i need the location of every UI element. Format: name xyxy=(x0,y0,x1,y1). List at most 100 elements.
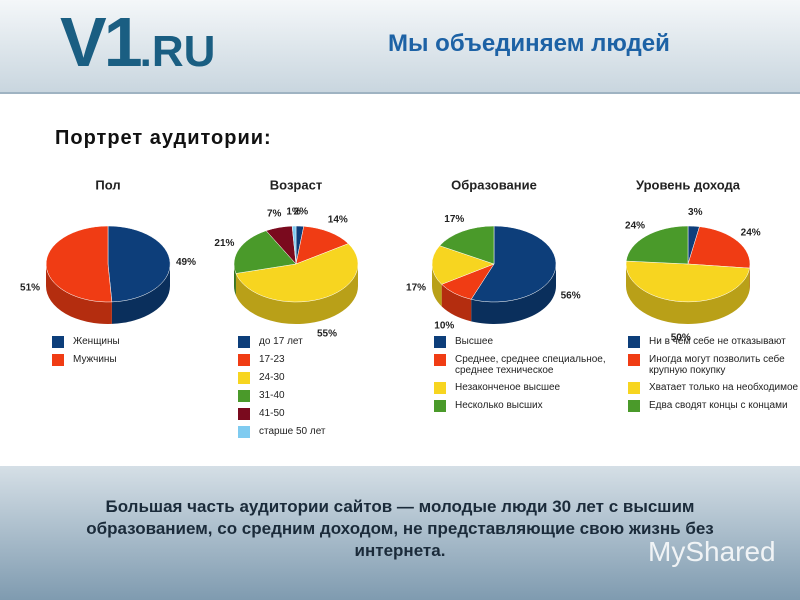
pie-slice xyxy=(625,225,689,265)
legend-item: Высшее xyxy=(434,336,612,348)
legend-label: Хватает только на необходимое xyxy=(649,382,799,393)
chart-title: Уровень дохода xyxy=(636,177,741,192)
legend-swatch xyxy=(434,336,446,348)
legend-swatch xyxy=(238,354,250,366)
pie-slice xyxy=(431,245,495,285)
pie-slice xyxy=(625,260,750,303)
legend-label: старше 50 лет xyxy=(259,426,326,437)
chart-title: Пол xyxy=(95,177,120,192)
legend-swatch xyxy=(52,336,64,348)
value-label: 56% xyxy=(561,290,581,301)
legend-item: старше 50 лет xyxy=(238,426,416,438)
pie-side xyxy=(234,264,236,296)
value-label: 49% xyxy=(176,257,196,268)
legend: Женщины Мужчины xyxy=(52,336,230,372)
legend-label: Незаконченое высшее xyxy=(455,382,561,393)
value-label: 2% xyxy=(294,207,309,218)
footer: Большая часть аудитории сайтов — молодые… xyxy=(0,466,800,600)
pie-slice xyxy=(233,230,297,274)
legend-swatch xyxy=(238,408,250,420)
legend-item: Хватает только на необходимое xyxy=(628,382,800,394)
legend-swatch xyxy=(434,354,446,366)
slogan: Мы объединяем людей xyxy=(388,30,670,57)
legend-label: Едва сводят концы с концами xyxy=(649,400,788,411)
legend-label: Среднее, среднее специальное, среднее те… xyxy=(455,354,606,376)
legend-swatch xyxy=(628,336,640,348)
legend-swatch xyxy=(628,354,640,366)
legend-swatch xyxy=(238,390,250,402)
header: V1.RU Мы объединяем людей xyxy=(0,0,800,94)
value-label: 24% xyxy=(741,228,761,239)
legend-swatch xyxy=(238,336,250,348)
pie-side xyxy=(111,264,170,324)
legend-label: Высшее xyxy=(455,336,494,347)
value-label: 14% xyxy=(328,215,348,226)
value-label: 1% xyxy=(286,207,301,218)
logo-suffix: .RU xyxy=(139,27,216,76)
value-label: 50% xyxy=(671,332,691,343)
legend-label: Ни в чём себе не отказывают xyxy=(649,336,786,347)
legend-swatch xyxy=(238,372,250,384)
value-label: 7% xyxy=(267,209,282,220)
legend-item: Среднее, среднее специальное, среднее те… xyxy=(434,354,612,376)
legend-item: Мужчины xyxy=(52,354,230,366)
legend-item: Иногда могут позволить себе крупную поку… xyxy=(628,354,800,376)
watermark: MyShared xyxy=(648,536,776,567)
legend-label: до 17 лет xyxy=(259,336,303,347)
value-label: 3% xyxy=(688,207,703,218)
chart-title: Возраст xyxy=(270,177,322,192)
chart-title: Образование xyxy=(451,177,537,192)
subtitle: Портрет аудитории: xyxy=(55,127,272,149)
legend-item: 41-50 xyxy=(238,408,416,420)
legend-swatch xyxy=(434,400,446,412)
legend-item: Несколько высших xyxy=(434,400,612,412)
pie-slice xyxy=(291,225,297,265)
legend-label: 17-23 xyxy=(259,354,285,365)
legend-swatch xyxy=(52,354,64,366)
legend-item: Незаконченое высшее xyxy=(434,382,612,394)
value-label: 17% xyxy=(406,282,426,293)
legend-swatch xyxy=(434,382,446,394)
pie-slice xyxy=(439,225,495,265)
pie-side xyxy=(626,264,750,324)
legend: Высшее Среднее, среднее специальное, сред… xyxy=(434,336,612,418)
legend-label: Несколько высших xyxy=(455,400,543,411)
legend-swatch xyxy=(238,426,250,438)
legend-label: 24-30 xyxy=(259,372,285,383)
legend-item: Ни в чём себе не отказывают xyxy=(628,336,800,348)
legend-item: 17-23 xyxy=(238,354,416,366)
value-label: 17% xyxy=(444,214,464,225)
pie-side xyxy=(235,264,358,324)
footer-text: Большая часть аудитории сайтов — молодые… xyxy=(86,497,714,560)
logo-main: V1 xyxy=(60,3,143,81)
legend-swatch xyxy=(628,400,640,412)
pie-side xyxy=(471,264,556,324)
pie-side xyxy=(46,264,112,325)
legend: Ни в чём себе не отказывают Иногда могут … xyxy=(628,336,800,418)
legend-swatch xyxy=(628,382,640,394)
pie-slice xyxy=(470,225,557,303)
value-label: 55% xyxy=(317,328,337,339)
logo: V1.RU xyxy=(60,2,215,82)
pie-side xyxy=(441,284,472,322)
value-label: 10% xyxy=(434,321,454,332)
legend: до 17 лет 17-23 24-30 31-40 41-50 старше 50 л… xyxy=(238,336,416,444)
pie-slice xyxy=(295,226,349,265)
legend-item: до 17 лет xyxy=(238,336,416,348)
legend-label: 31-40 xyxy=(259,390,285,401)
legend-label: Иногда могут позволить себе крупную поку… xyxy=(649,354,785,376)
pie-slice xyxy=(687,226,751,269)
legend-label: 41-50 xyxy=(259,408,285,419)
legend-item: 24-30 xyxy=(238,372,416,384)
legend-label: Женщины xyxy=(73,336,120,347)
pie-slice xyxy=(107,225,171,303)
legend-item: Женщины xyxy=(52,336,230,348)
value-label: 21% xyxy=(214,238,234,249)
legend-label: Мужчины xyxy=(73,354,117,365)
value-label: 24% xyxy=(625,220,645,231)
legend-item: Едва сводят концы с концами xyxy=(628,400,800,412)
pie-slice xyxy=(45,225,113,303)
legend-item: 31-40 xyxy=(238,390,416,402)
